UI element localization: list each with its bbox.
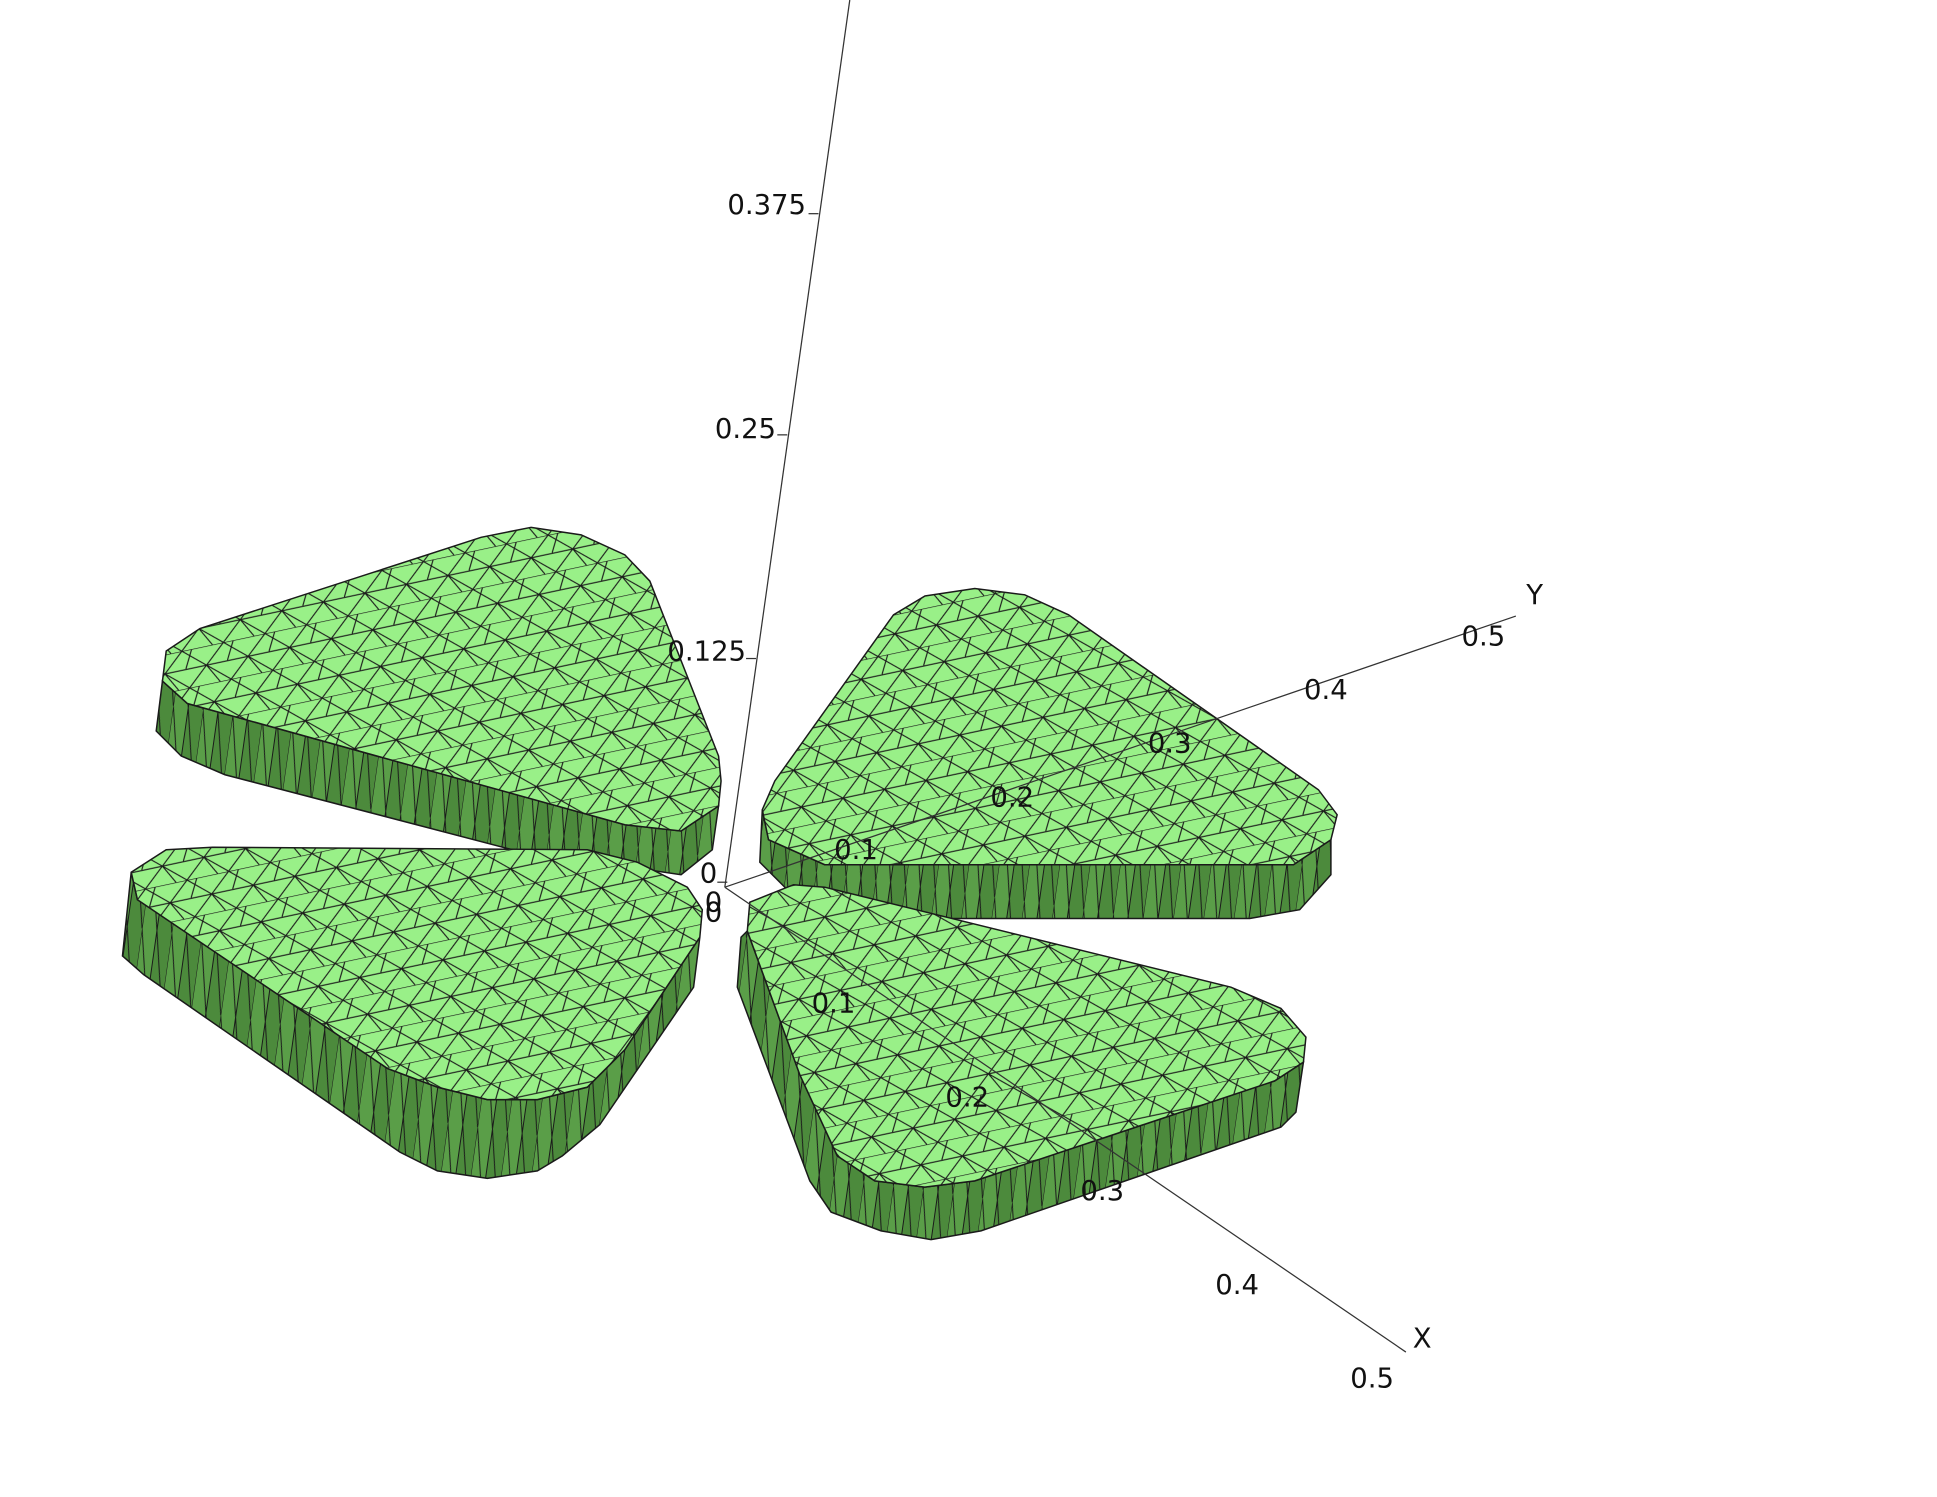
leaf — [155, 526, 722, 876]
axis-labels: 0.3750.250.125000.10.20.30.40.5Y00.10.20… — [667, 189, 1543, 1394]
z-tick-label: 0.125 — [667, 635, 746, 667]
y-axis-label: Y — [1525, 579, 1543, 611]
x-tick-label: 0.5 — [1350, 1363, 1394, 1395]
y-axis — [724, 615, 1517, 888]
z-tick-label: 0.375 — [727, 189, 806, 221]
x-tick-label: 0.3 — [1080, 1175, 1124, 1207]
x-axis-label: X — [1413, 1323, 1432, 1355]
x-tick-label: 0.2 — [945, 1081, 989, 1113]
x-axis — [724, 886, 1407, 1353]
leaf — [121, 846, 704, 1180]
z-tick-label: 0.25 — [715, 413, 776, 445]
y-tick-label: 0.3 — [1148, 728, 1192, 760]
x-tick-label: 0.4 — [1215, 1269, 1259, 1301]
y-tick-label: 0.1 — [834, 834, 878, 866]
x-tick-label: 0.1 — [812, 988, 856, 1020]
z-axis — [724, 0, 851, 888]
y-tick-label: 0 — [705, 886, 723, 918]
leaf — [759, 587, 1338, 920]
leaf — [736, 883, 1307, 1241]
z-tick-label: 0 — [700, 858, 718, 890]
y-tick-label: 0.2 — [990, 781, 1034, 813]
x-tick-label: 0 — [705, 896, 723, 928]
y-tick-label: 0.4 — [1304, 674, 1348, 706]
y-tick-label: 0.5 — [1462, 620, 1506, 652]
